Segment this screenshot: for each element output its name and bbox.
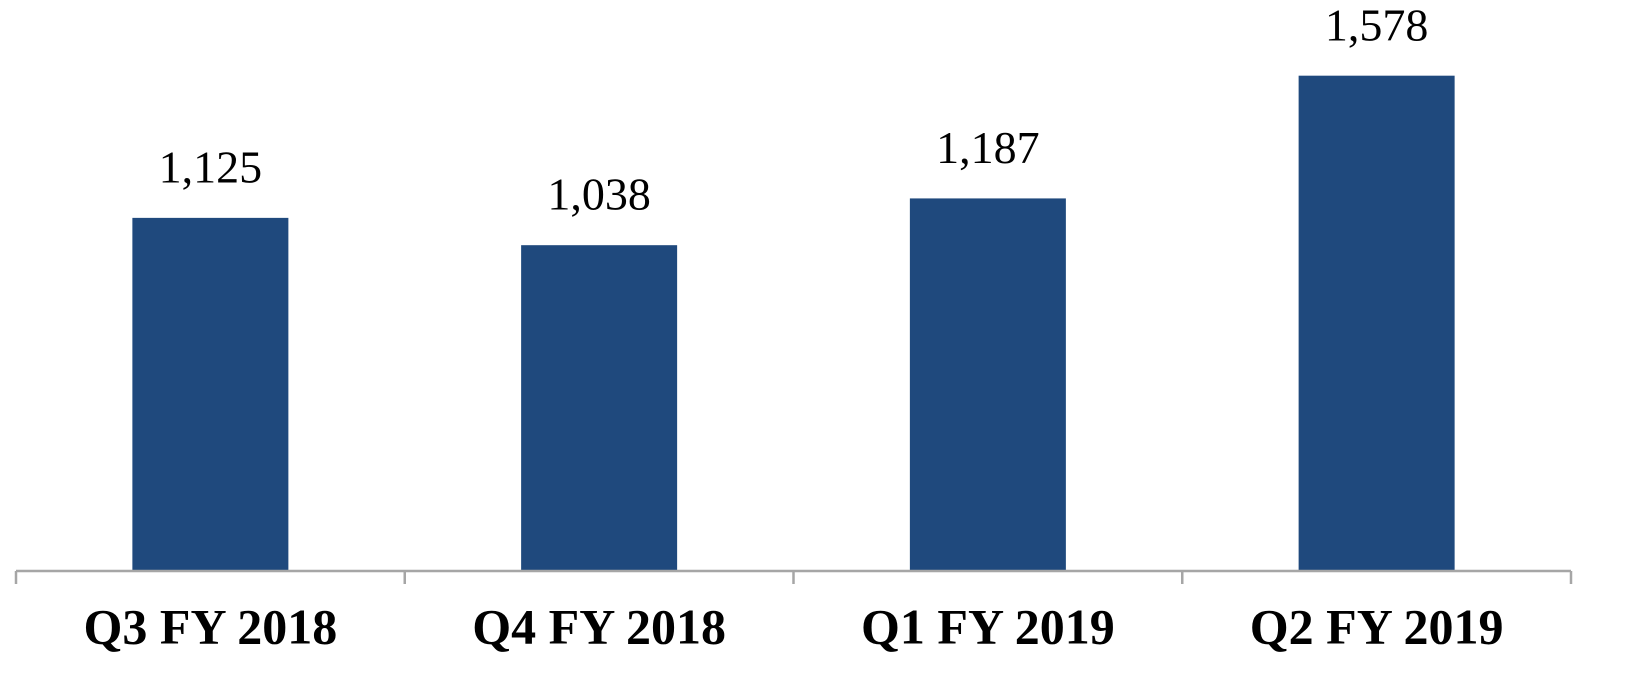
x-tick-label: Q2 FY 2019 [1250,598,1504,654]
bar [909,198,1066,572]
value-label: 1,187 [936,122,1040,173]
value-label: 1,578 [1325,0,1429,50]
x-tick-label: Q4 FY 2018 [472,598,726,654]
x-tick-label: Q3 FY 2018 [84,598,338,654]
bar [1298,75,1455,571]
value-label: 1,125 [159,141,263,192]
bar [521,245,678,571]
x-tick-label: Q1 FY 2019 [861,598,1115,654]
value-label: 1,038 [547,169,651,220]
bar [132,217,289,571]
